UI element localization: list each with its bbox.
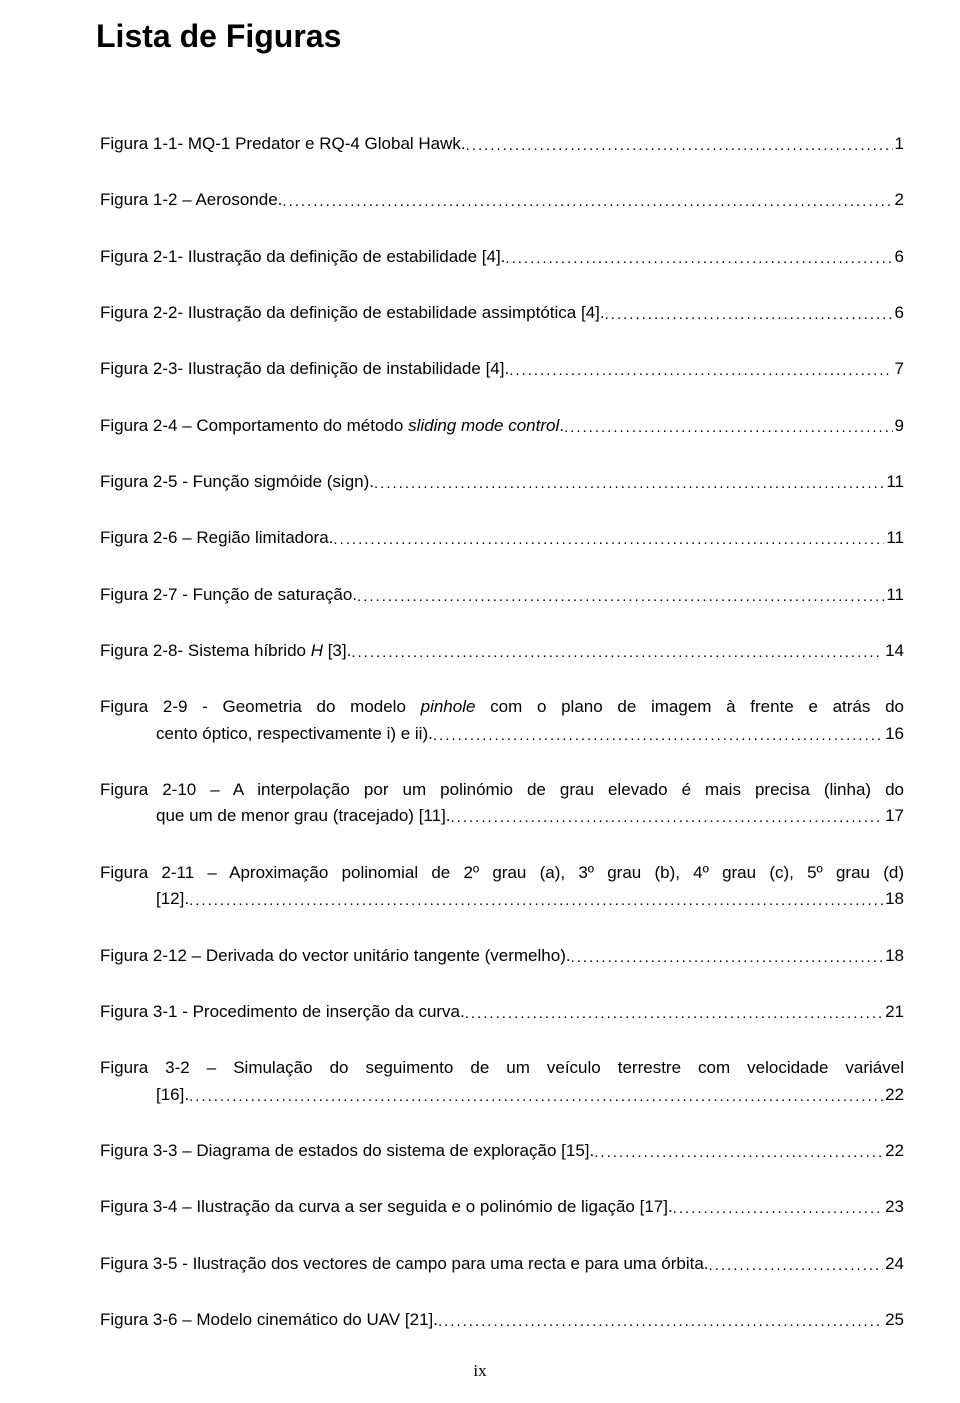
leader-dots (564, 416, 893, 439)
leader-dots (465, 1002, 883, 1025)
entry-label: Figura 3-3 – Diagrama de estados do sist… (100, 1138, 594, 1164)
entry-label: Figura 2-10 – A interpolação por um poli… (100, 777, 904, 803)
list-item: Figura 1-2 – Aerosonde. 2 (100, 187, 904, 213)
entry-label: Figura 3-1 - Procedimento de inserção da… (100, 999, 465, 1025)
leader-dots (189, 889, 883, 912)
entry-label: Figura 2-1- Ilustração da definição de e… (100, 244, 505, 270)
entry-label: Figura 2-6 – Região limitadora. (100, 525, 333, 551)
entry-page: 2 (893, 187, 904, 213)
entry-page: 9 (893, 413, 904, 439)
list-item: Figura 3-6 – Modelo cinemático do UAV [2… (100, 1307, 904, 1333)
leader-dots (438, 1310, 883, 1333)
leader-dots (673, 1197, 883, 1220)
list-item: Figura 2-3- Ilustração da definição de i… (100, 356, 904, 382)
leader-dots (282, 190, 892, 213)
entry-label: Figura 1-2 – Aerosonde. (100, 187, 282, 213)
entry-page: 6 (893, 300, 904, 326)
entry-page: 22 (883, 1138, 904, 1164)
list-item: Figura 3-3 – Diagrama de estados do sist… (100, 1138, 904, 1164)
entry-page: 25 (883, 1307, 904, 1333)
figure-list: Figura 1-1- MQ-1 Predator e RQ-4 Global … (100, 131, 904, 1333)
list-item: Figura 2-10 – A interpolação por um poli… (100, 777, 904, 830)
entry-label: Figura 2-4 – Comportamento do método sli… (100, 413, 564, 439)
entry-label: Figura 2-2- Ilustração da definição de e… (100, 300, 605, 326)
list-item: Figura 3-4 – Ilustração da curva a ser s… (100, 1194, 904, 1220)
entry-label: Figura 2-5 - Função sigmóide (sign). (100, 469, 374, 495)
entry-label-cont: [12]. (100, 886, 189, 912)
page-title: Lista de Figuras (96, 18, 904, 55)
entry-label: Figura 2-7 - Função de saturação. (100, 582, 357, 608)
page-container: Lista de Figuras Figura 1-1- MQ-1 Predat… (0, 0, 960, 1403)
leader-dots (374, 472, 884, 495)
list-item: Figura 2-12 – Derivada do vector unitári… (100, 943, 904, 969)
list-item: Figura 2-1- Ilustração da definição de e… (100, 244, 904, 270)
entry-label: Figura 3-4 – Ilustração da curva a ser s… (100, 1194, 673, 1220)
leader-dots (605, 303, 893, 326)
list-item: Figura 2-7 - Função de saturação. 11 (100, 582, 904, 608)
entry-label: Figura 2-11 – Aproximação polinomial de … (100, 860, 904, 886)
entry-label: Figura 3-6 – Modelo cinemático do UAV [2… (100, 1307, 438, 1333)
entry-page: 14 (883, 638, 904, 664)
leader-dots (709, 1254, 884, 1277)
entry-page: 22 (883, 1082, 904, 1108)
entry-page: 7 (893, 356, 904, 382)
list-item: Figura 2-6 – Região limitadora. 11 (100, 525, 904, 551)
list-item: Figura 2-9 - Geometria do modelo pinhole… (100, 694, 904, 747)
entry-page: 1 (893, 131, 904, 157)
entry-label: Figura 2-12 – Derivada do vector unitári… (100, 943, 571, 969)
entry-page: 11 (884, 525, 904, 551)
entry-label: Figura 3-2 – Simulação do seguimento de … (100, 1055, 904, 1081)
list-item: Figura 2-4 – Comportamento do método sli… (100, 413, 904, 439)
entry-label: Figura 1-1- MQ-1 Predator e RQ-4 Global … (100, 131, 466, 157)
leader-dots (189, 1085, 883, 1108)
entry-page: 21 (883, 999, 904, 1025)
list-item: Figura 2-11 – Aproximação polinomial de … (100, 860, 904, 913)
entry-label: Figura 2-8- Sistema híbrido H [3]. (100, 638, 351, 664)
leader-dots (594, 1141, 883, 1164)
entry-page: 24 (883, 1251, 904, 1277)
entry-label: Figura 3-5 - Ilustração dos vectores de … (100, 1251, 709, 1277)
leader-dots (466, 134, 893, 157)
entry-page: 17 (883, 803, 904, 829)
leader-dots (357, 585, 884, 608)
leader-dots (571, 946, 883, 969)
list-item: Figura 3-5 - Ilustração dos vectores de … (100, 1251, 904, 1277)
leader-dots (333, 528, 884, 551)
entry-page: 18 (883, 943, 904, 969)
leader-dots (505, 247, 892, 270)
entry-label-cont: [16]. (100, 1082, 189, 1108)
list-item: Figura 2-2- Ilustração da definição de e… (100, 300, 904, 326)
entry-label: Figura 2-3- Ilustração da definição de i… (100, 356, 509, 382)
list-item: Figura 2-8- Sistema híbrido H [3]. 14 (100, 638, 904, 664)
entry-page: 18 (883, 886, 904, 912)
leader-dots (451, 806, 884, 829)
leader-dots (433, 724, 883, 747)
list-item: Figura 3-2 – Simulação do seguimento de … (100, 1055, 904, 1108)
entry-page: 11 (884, 582, 904, 608)
entry-label-cont: cento óptico, respectivamente i) e ii). (100, 721, 433, 747)
entry-page: 16 (883, 721, 904, 747)
leader-dots (351, 641, 883, 664)
entry-page: 6 (893, 244, 904, 270)
entry-label: Figura 2-9 - Geometria do modelo pinhole… (100, 694, 904, 720)
list-item: Figura 3-1 - Procedimento de inserção da… (100, 999, 904, 1025)
page-number: ix (0, 1361, 960, 1381)
entry-label-cont: que um de menor grau (tracejado) [11]. (100, 803, 451, 829)
leader-dots (509, 359, 892, 382)
entry-page: 11 (884, 469, 904, 495)
list-item: Figura 1-1- MQ-1 Predator e RQ-4 Global … (100, 131, 904, 157)
list-item: Figura 2-5 - Função sigmóide (sign). 11 (100, 469, 904, 495)
entry-page: 23 (883, 1194, 904, 1220)
